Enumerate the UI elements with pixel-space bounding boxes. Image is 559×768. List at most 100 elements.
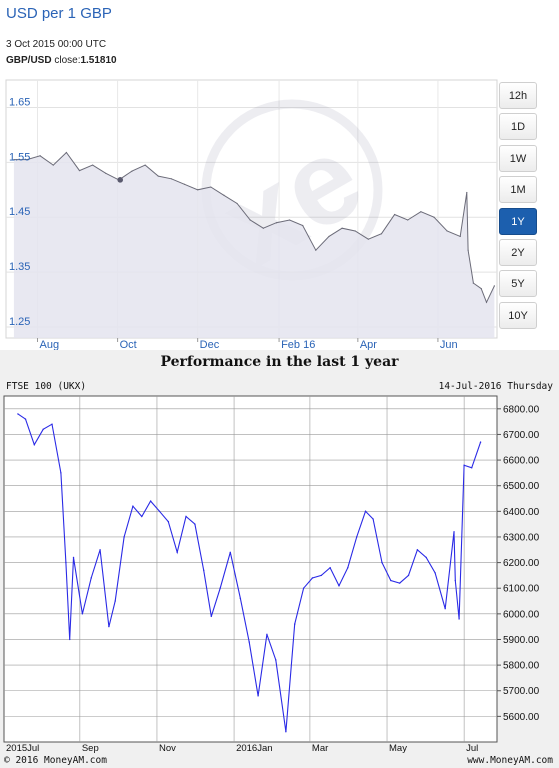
rate-point	[131, 170, 133, 172]
range-button-1y[interactable]: 1Y	[499, 207, 537, 235]
x-tick-label: Feb 16	[281, 339, 315, 351]
ftse-point	[479, 441, 482, 443]
ftse-point	[17, 413, 19, 415]
copyright: © 2016 MoneyAM.com	[4, 755, 107, 766]
ftse-point	[24, 418, 27, 420]
rate-point	[472, 282, 474, 284]
gbp-usd-chart[interactable]: xe 1.651.551.451.351.25 Aug Oct Dec Feb 16 A…	[0, 0, 559, 352]
ftse-y-tick-label: 6700.00	[503, 430, 540, 441]
rate-point	[249, 219, 251, 221]
source-url[interactable]: www.MoneyAM.com	[467, 755, 553, 766]
ftse-point	[248, 641, 250, 643]
ftse-point	[90, 577, 92, 579]
range-button-2y[interactable]: 2Y	[499, 239, 537, 266]
hover-marker	[117, 177, 124, 183]
ftse-point	[453, 531, 455, 533]
rate-area-fill	[13, 152, 495, 338]
hover-date: 3 Oct 2015 00:00 UTC	[6, 39, 107, 50]
ftse-x-tick-label: Jul	[466, 743, 478, 754]
x-tick-label: Oct	[120, 339, 137, 351]
ftse-y-tick-label: 6000.00	[503, 609, 540, 620]
ftse-point	[266, 633, 268, 636]
ftse-y-tick-label: 6600.00	[503, 456, 540, 467]
ftse-point	[355, 536, 358, 538]
rate-point	[341, 227, 343, 229]
close-value: 1.51810	[80, 55, 117, 66]
index-label: FTSE 100 (UKX)	[6, 381, 87, 392]
range-button-1w[interactable]: 1W	[499, 144, 537, 172]
ftse-point	[364, 510, 367, 513]
ftse-point	[454, 579, 456, 582]
ftse-point	[51, 423, 53, 425]
range-button-1d[interactable]: 1D	[499, 113, 537, 141]
ftse-point	[185, 515, 187, 518]
ftse-y-tick-label: 5900.00	[503, 635, 540, 646]
ftse-y-tick-label: 5700.00	[503, 686, 540, 697]
rate-point	[407, 219, 409, 221]
ftse-y-tick-label: 6200.00	[503, 558, 540, 569]
ftse-y-tick-label: 6800.00	[503, 404, 540, 415]
ftse-y-tick-label: 5600.00	[503, 712, 540, 723]
rate-point	[393, 213, 396, 216]
ftse-point	[141, 515, 143, 518]
ftse-point	[72, 556, 75, 559]
rate-point	[26, 158, 28, 161]
y-tick-label: 1.65	[9, 96, 30, 108]
ftse-point	[194, 523, 196, 525]
x-tick-label: Jun	[440, 339, 458, 351]
rate-point	[78, 169, 81, 172]
rate-point	[170, 178, 173, 180]
ftse-y-tick-label: 6400.00	[503, 507, 540, 518]
rate-point	[92, 164, 94, 166]
ftse-point	[434, 572, 436, 574]
rate-point	[446, 230, 448, 232]
rate-point	[144, 164, 146, 166]
ftse-point	[81, 613, 84, 615]
ftse-point	[42, 428, 44, 431]
ftse-point	[229, 551, 231, 554]
rate-point	[65, 151, 67, 154]
rate-point	[354, 230, 356, 232]
ftse-point	[329, 567, 331, 569]
rate-point	[420, 211, 422, 213]
ftse-point	[210, 615, 213, 618]
ftse-point	[398, 582, 401, 584]
range-button-10y[interactable]: 10Y	[499, 301, 537, 329]
rate-point	[459, 235, 461, 238]
ftse-y-tick-label: 6300.00	[503, 532, 540, 543]
currency-pair-label: GBP/USD	[6, 55, 52, 66]
rate-point	[223, 194, 225, 196]
ftse-point	[257, 695, 259, 697]
rate-point	[210, 186, 212, 188]
ftse-y-tick-label: 6500.00	[503, 481, 540, 492]
rate-point	[52, 164, 54, 166]
range-button-5y[interactable]: 5Y	[499, 270, 537, 298]
range-button-1m[interactable]: 1M	[499, 176, 537, 204]
rate-point	[433, 216, 435, 218]
ftse-point	[60, 472, 62, 474]
x-tick-label: Apr	[360, 339, 377, 351]
rate-point	[275, 222, 278, 224]
ftse-y-tick-label: 5800.00	[503, 661, 540, 672]
rate-point	[466, 191, 468, 194]
x-tick-label: Aug	[40, 339, 60, 351]
ftse-point	[320, 574, 322, 577]
ftse-point	[425, 556, 427, 559]
ftse-x-tick-label: Sep	[82, 743, 99, 754]
ftse-point	[158, 510, 161, 513]
ftse-point	[239, 597, 242, 600]
ftse-x-tick-label: May	[389, 743, 407, 754]
ftse-point	[407, 574, 410, 577]
range-button-12h[interactable]: 12h	[499, 82, 537, 109]
ftse-point	[294, 623, 296, 625]
ftse-point	[114, 600, 116, 602]
y-tick-label: 1.35	[9, 261, 30, 273]
rate-point	[380, 233, 383, 235]
ftse-point	[463, 464, 465, 466]
rate-point	[328, 235, 330, 238]
ftse-point	[219, 587, 221, 589]
ftse-point	[302, 587, 305, 589]
ftse-point	[444, 608, 446, 610]
rate-point	[480, 287, 482, 290]
